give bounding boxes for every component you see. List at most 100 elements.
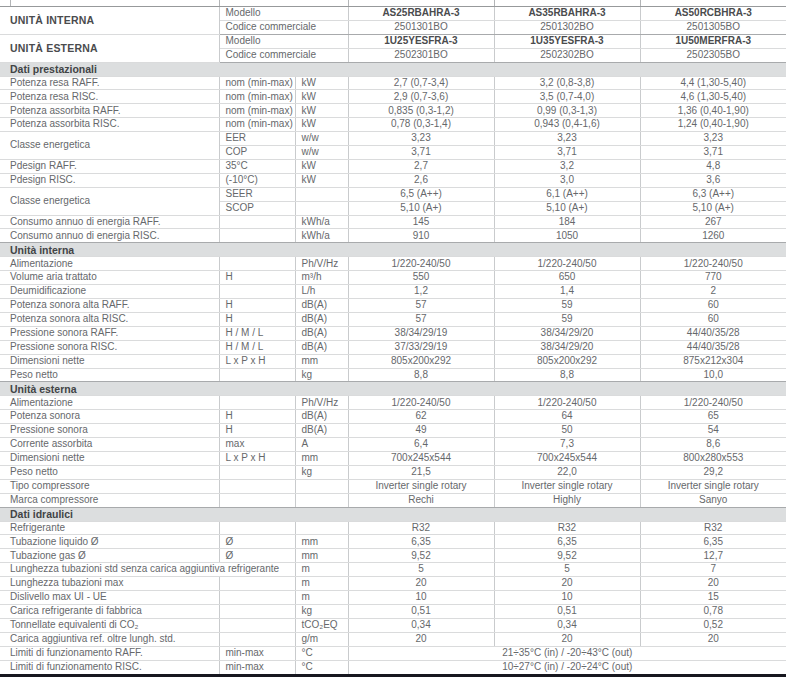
row-label: Tubazione liquido Ø <box>0 535 219 549</box>
row-value: 910 <box>348 229 494 243</box>
row-value: 805x200x292 <box>494 354 640 368</box>
section-title: Unità esterna <box>0 382 786 396</box>
row-unit: mm <box>295 451 348 465</box>
row-value: 267 <box>640 215 786 229</box>
row-unit: dB(A) <box>295 424 348 438</box>
row-label: Dislivello max UI - UE <box>0 591 219 605</box>
row-value: 5 <box>494 563 640 577</box>
row-unit: kg <box>295 368 348 382</box>
row-label: Pdesign RAFF. <box>0 159 219 173</box>
row-label: Refrigerante <box>0 521 219 535</box>
row-sub-label: max <box>219 438 295 452</box>
row-value: 2,7 <box>348 159 494 173</box>
row-value: 1,24 (0,40-1,90) <box>640 118 786 132</box>
row-value: Sanyo <box>640 493 786 507</box>
spec-sheet: UNITÀ INTERNAModelloAS25RBAHRA-3AS35RBAH… <box>0 0 786 682</box>
row-unit <box>295 201 348 215</box>
row-sub-label: EER <box>219 132 295 146</box>
row-value: 3,71 <box>640 146 786 160</box>
border-fragment <box>10 0 11 6</box>
row-label: Dimensioni nette <box>0 354 219 368</box>
row-value: 8,8 <box>348 368 494 382</box>
row-sub-label: (-10°C) <box>219 173 295 187</box>
row-label: Tonnellate equivalenti di CO₂ <box>0 618 219 632</box>
row-sub-label <box>219 215 295 229</box>
row-value: 0,52 <box>640 618 786 632</box>
row-value: 57 <box>348 312 494 326</box>
row-unit: tCO₂EQ <box>295 618 348 632</box>
row-label: Consumo annuo di energia RAFF. <box>0 215 219 229</box>
row-value: 1/220-240/50 <box>494 257 640 271</box>
row-unit: kg <box>295 465 348 479</box>
row-value: 7,3 <box>494 438 640 452</box>
row-value: 6,35 <box>494 535 640 549</box>
row-value: 10 <box>494 591 640 605</box>
row-sub-label: nom (min-max) <box>219 90 295 104</box>
row-value: Inverter single rotary <box>348 479 494 493</box>
row-value: 3,23 <box>348 132 494 146</box>
unit-block-label: UNITÀ INTERNA <box>0 7 219 34</box>
model-name: AS50RCBHRA-3 <box>640 7 786 20</box>
row-sub-label: SCOP <box>219 201 295 215</box>
row-unit: kg <box>295 604 348 618</box>
row-label: Carica refrigerante di fabbrica <box>0 604 219 618</box>
row-sub-label: min-max <box>219 646 295 660</box>
commercial-code: 2501302BO <box>494 20 640 34</box>
row-value: 6,35 <box>348 535 494 549</box>
row-label: Potenza resa RISC. <box>0 90 219 104</box>
row-value: 59 <box>494 312 640 326</box>
row-unit: mm <box>295 354 348 368</box>
row-label: Limiti di funzionamento RISC. <box>0 660 219 675</box>
row-unit: L/h <box>295 285 348 299</box>
row-sub-label: H <box>219 271 295 285</box>
row-sub-label <box>219 521 295 535</box>
row-sub-label: Ø <box>219 549 295 563</box>
row-label: Potenza sonora <box>0 410 219 424</box>
row-unit: kW <box>295 76 348 90</box>
row-sub-label <box>219 285 295 299</box>
row-value: 9,52 <box>348 549 494 563</box>
row-unit: w/w <box>295 132 348 146</box>
row-value: 62 <box>348 410 494 424</box>
row-value: Highly <box>494 493 640 507</box>
row-value: 3,71 <box>348 146 494 160</box>
section-title: Unità interna <box>0 243 786 257</box>
row-value: 700x245x544 <box>494 451 640 465</box>
row-sub-label: L x P x H <box>219 451 295 465</box>
row-sub-label: H / M / L <box>219 340 295 354</box>
row-unit: °C <box>295 660 348 675</box>
row-label: Lunghezza tubazioni max <box>0 577 219 591</box>
row-value: R32 <box>494 521 640 535</box>
row-value: 3,2 <box>494 159 640 173</box>
row-label: Alimentazione <box>0 257 219 271</box>
row-label: Pressione sonora RAFF. <box>0 326 219 340</box>
row-sub-label: COP <box>219 146 295 160</box>
top-strip <box>0 0 786 7</box>
row-value: 0,51 <box>348 604 494 618</box>
row-unit: kW <box>295 159 348 173</box>
row-value: 20 <box>348 577 494 591</box>
row-unit: kW <box>295 104 348 118</box>
row-sub-label <box>219 465 295 479</box>
row-value: 184 <box>494 215 640 229</box>
row-value: 10 <box>348 591 494 605</box>
row-unit: A <box>295 438 348 452</box>
row-value: 3,0 <box>494 173 640 187</box>
row-value: 7 <box>640 563 786 577</box>
row-value: 6,1 (A++) <box>494 187 640 201</box>
row-sub-label: H <box>219 299 295 313</box>
row-value: 4,8 <box>640 159 786 173</box>
row-value: Rechi <box>348 493 494 507</box>
row-label: Tipo compressore <box>0 479 219 493</box>
commercial-code: 2501305BO <box>640 20 786 34</box>
row-label: Dimensioni nette <box>0 451 219 465</box>
model-name: AS35RBAHRA-3 <box>494 7 640 20</box>
row-value: 1/220-240/50 <box>640 257 786 271</box>
row-unit: mm <box>295 535 348 549</box>
row-value: 3,6 <box>640 173 786 187</box>
row-sub-label <box>219 257 295 271</box>
row-value: 2,6 <box>348 173 494 187</box>
row-label: Volume aria trattato <box>0 271 219 285</box>
row-sub-label: H <box>219 424 295 438</box>
row-label: Classe energetica <box>0 132 219 160</box>
